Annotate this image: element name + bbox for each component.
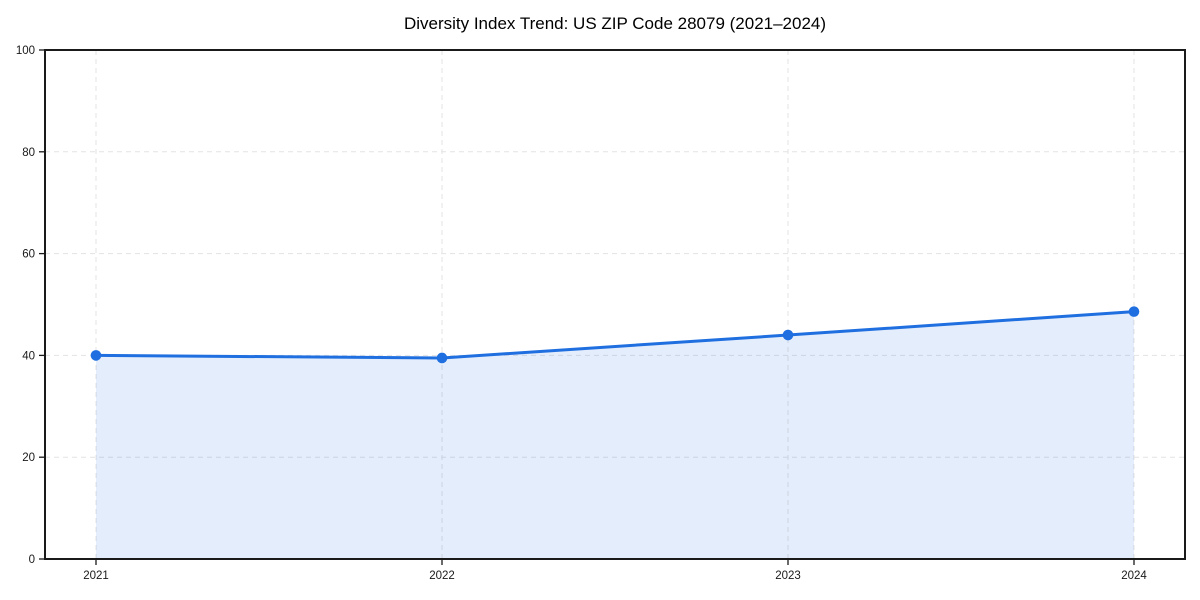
trend-line: [94, 310, 1136, 360]
y-tick-label: 100: [16, 45, 35, 57]
x-tick-label: 2022: [429, 570, 455, 582]
axis-ticks: [39, 49, 1135, 565]
y-tick-label: 20: [22, 452, 35, 464]
data-point-marker: [90, 350, 102, 361]
series-layer: [90, 306, 1140, 559]
data-point-marker: [1128, 306, 1140, 317]
y-tick-label: 60: [22, 249, 35, 261]
x-tick-label: 2021: [83, 570, 109, 582]
data-point-marker: [436, 352, 448, 364]
y-tick-label: 40: [22, 350, 35, 362]
y-tick-label: 80: [22, 147, 35, 159]
data-point-marker: [782, 329, 794, 341]
y-tick-label: 0: [29, 554, 35, 566]
x-tick-label: 2023: [775, 570, 801, 582]
axes-spines: [44, 49, 1186, 560]
area-fill: [96, 311, 1134, 559]
chart-title: Diversity Index Trend: US ZIP Code 28079…: [404, 14, 826, 33]
x-tick-label: 2024: [1121, 570, 1147, 582]
axis-tick-labels: 0 20 40 60 80 100 2021 2022 2023 2024: [16, 45, 1148, 582]
plot-border: [44, 49, 1186, 560]
